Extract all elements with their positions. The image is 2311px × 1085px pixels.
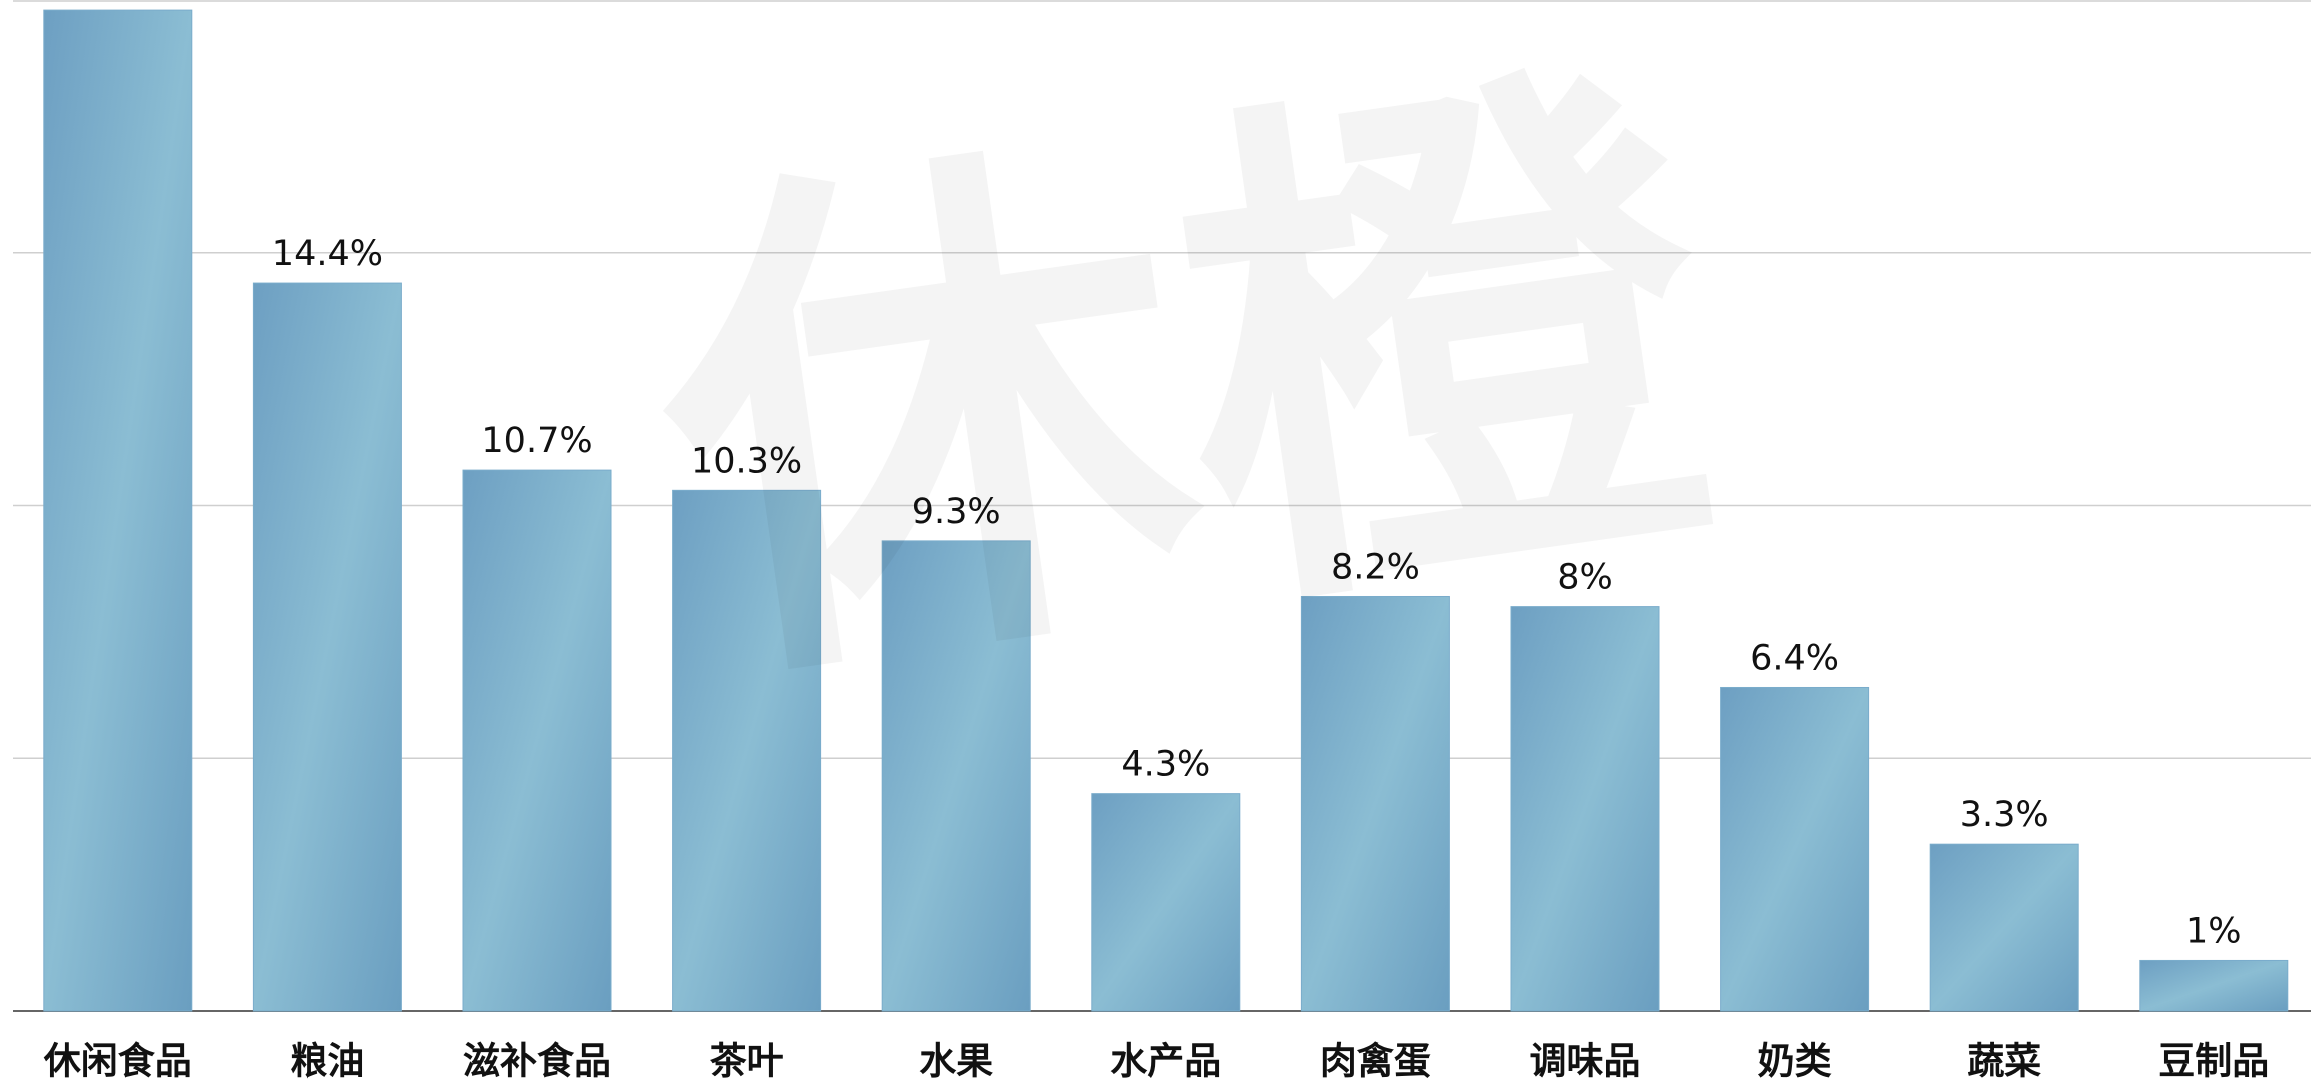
value-label: 10.7% — [481, 421, 592, 461]
bar — [881, 540, 1031, 1012]
value-label: 6.4% — [1750, 638, 1839, 678]
bar — [1720, 686, 1870, 1012]
bar — [2139, 959, 2289, 1012]
value-label: 8.2% — [1331, 547, 1420, 587]
value-label: 3.3% — [1960, 795, 2049, 835]
bar — [43, 9, 193, 1012]
x-tick-label: 粮油 — [290, 1040, 364, 1083]
watermark: 休橙 — [620, 9, 1750, 756]
bar — [462, 469, 612, 1012]
value-label: 10.3% — [691, 441, 802, 481]
bar — [1929, 843, 2079, 1012]
x-tick-label: 水果 — [919, 1040, 993, 1083]
value-label: 14.4% — [272, 234, 383, 274]
value-label: 8% — [1557, 558, 1613, 598]
x-tick-label: 茶叶 — [710, 1040, 784, 1083]
bar — [1510, 606, 1660, 1012]
x-tick-label: 豆制品 — [2158, 1040, 2269, 1083]
x-tick-label: 休闲食品 — [43, 1040, 192, 1083]
x-tick-label: 蔬菜 — [1967, 1040, 2041, 1083]
x-tick-label: 滋补食品 — [463, 1040, 611, 1083]
value-label: 4.3% — [1121, 745, 1210, 785]
value-label: 1% — [2186, 911, 2242, 951]
x-tick-label: 肉禽蛋 — [1320, 1040, 1431, 1083]
bar — [1091, 793, 1241, 1012]
bar — [672, 489, 822, 1012]
x-tick-label: 调味品 — [1530, 1040, 1641, 1083]
x-tick-label: 水产品 — [1110, 1040, 1221, 1083]
value-label: 9.3% — [912, 492, 1001, 532]
x-tick-label: 奶类 — [1758, 1040, 1832, 1083]
bar — [1300, 595, 1450, 1012]
bar — [252, 282, 402, 1012]
